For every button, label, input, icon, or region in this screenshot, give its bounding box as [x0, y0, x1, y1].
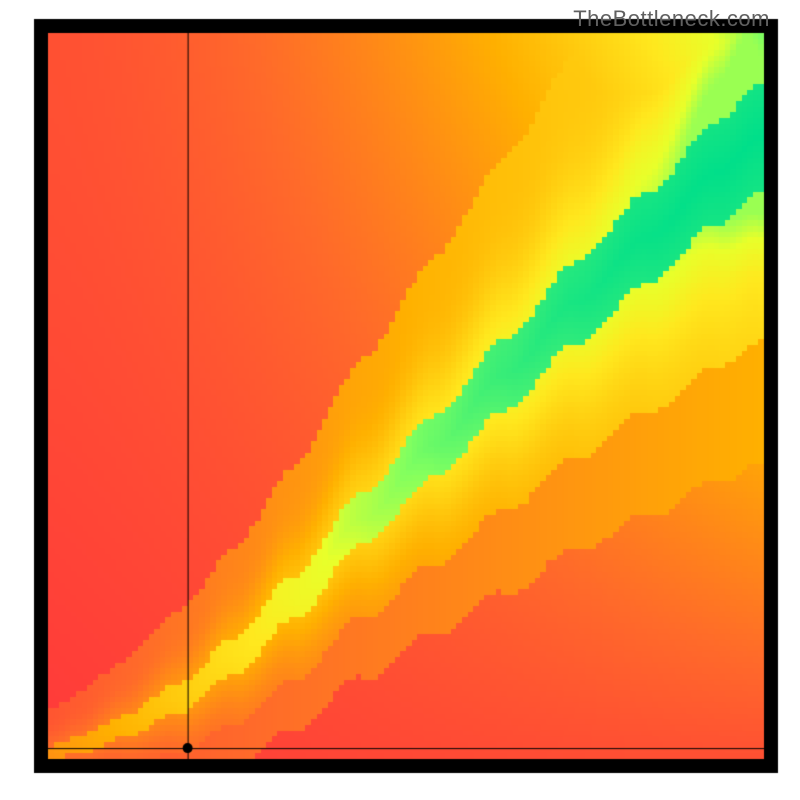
chart-container: TheBottleneck.com — [0, 0, 800, 800]
attribution-text: TheBottleneck.com — [573, 6, 770, 32]
heatmap-canvas — [0, 0, 800, 800]
